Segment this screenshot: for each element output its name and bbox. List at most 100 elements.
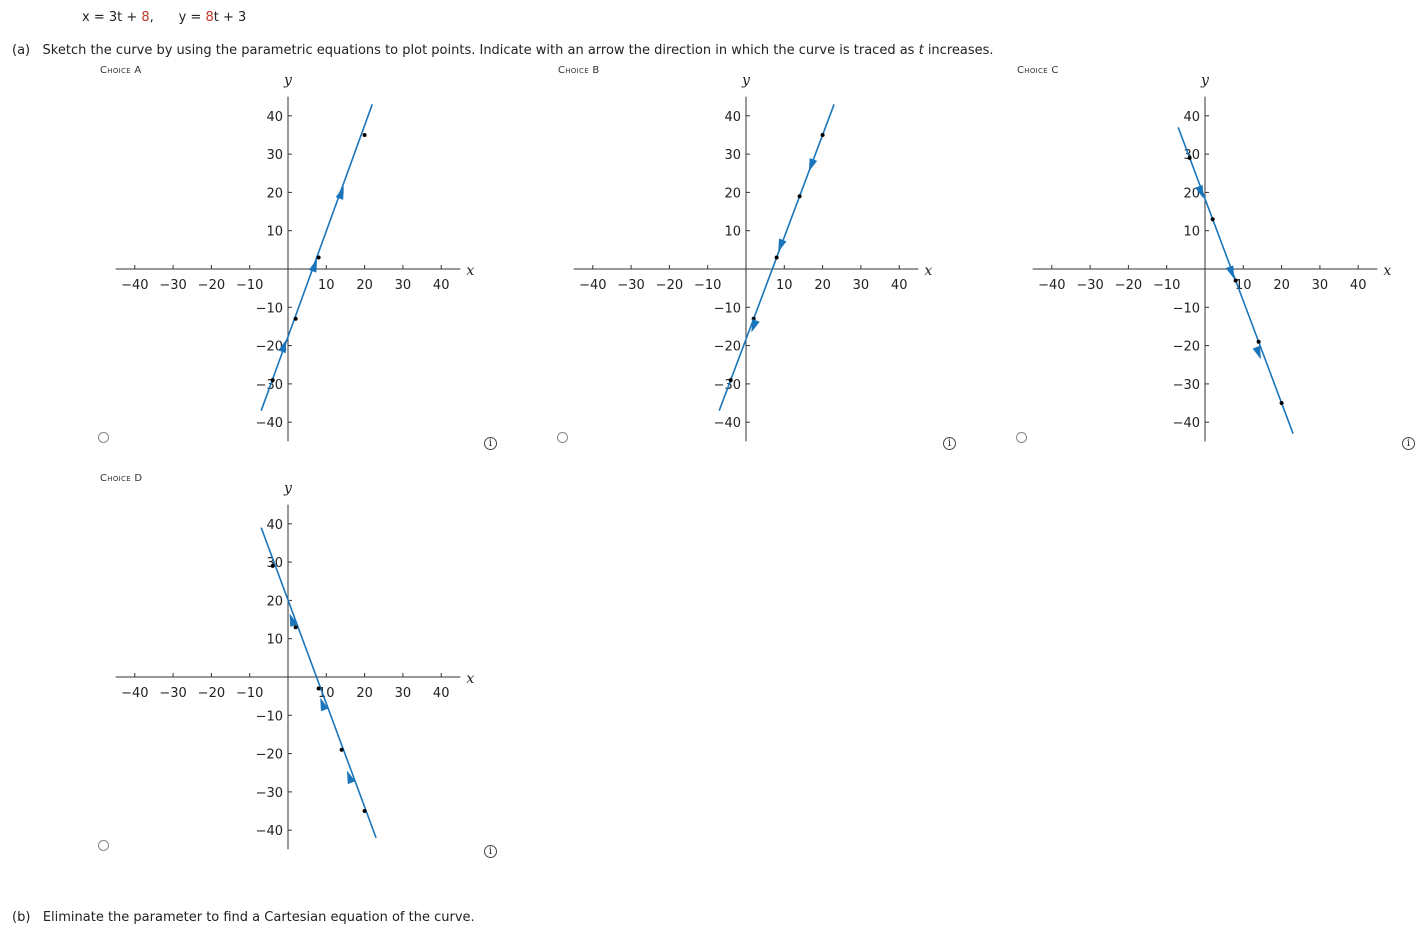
x-tick-label: −10 (694, 278, 721, 293)
direction-arrow (320, 697, 329, 712)
y-tick-label: −20 (714, 340, 741, 355)
data-point (797, 194, 802, 199)
part-a-instructions: (a) Sketch the curve by using the parame… (12, 43, 994, 58)
x-tick-label: 10 (318, 686, 335, 701)
y-tick-label: 40 (266, 110, 283, 125)
y-tick-label: 40 (724, 110, 741, 125)
choice-d-radio[interactable] (98, 840, 109, 851)
y-tick-label: 40 (266, 518, 283, 533)
choice-d-info-icon[interactable]: i (484, 845, 497, 858)
data-point (316, 686, 321, 691)
x-tick-label: −20 (1115, 278, 1142, 293)
x-tick-label: 20 (356, 686, 373, 701)
y-tick-label: −10 (714, 301, 741, 316)
data-point (270, 378, 275, 383)
data-point (362, 132, 367, 137)
y-tick-label: −30 (714, 378, 741, 393)
x-tick-label: 30 (853, 278, 870, 293)
x-tick-label: −20 (198, 686, 225, 701)
x-axis-label: x (466, 671, 474, 687)
direction-arrow (335, 186, 344, 200)
eq-separator: , (149, 10, 179, 25)
y-tick-label: −30 (1173, 378, 1200, 393)
y-tick-label: 20 (266, 594, 283, 609)
direction-arrow (751, 318, 760, 333)
choice-b-radio[interactable] (557, 432, 568, 443)
x-tick-label: −40 (1038, 278, 1065, 293)
direction-arrow (1225, 265, 1235, 279)
x-tick-label: −40 (121, 686, 148, 701)
direction-arrow (289, 613, 298, 628)
y-tick-label: −10 (256, 709, 283, 724)
y-axis-label: y (741, 73, 751, 89)
choice-c-info-icon[interactable]: i (1402, 437, 1415, 450)
choice-b-label: Choice B (558, 65, 600, 76)
eq-y-suffix: t + 3 (213, 10, 247, 25)
y-tick-label: −30 (256, 378, 283, 393)
x-tick-label: 20 (1273, 278, 1290, 293)
part-b-text: Eliminate the parameter to find a Cartes… (42, 910, 475, 925)
y-tick-label: −20 (256, 340, 283, 355)
x-tick-label: 40 (433, 278, 450, 293)
x-tick-label: 30 (395, 278, 412, 293)
data-point (1187, 155, 1192, 160)
x-tick-label: 40 (891, 278, 908, 293)
data-point (270, 563, 275, 568)
data-point (1210, 217, 1215, 222)
eq-x-const: 8 (141, 10, 150, 25)
x-axis-label: x (1383, 263, 1391, 279)
part-a-text-end: increases. (923, 43, 994, 58)
y-tick-label: −20 (1173, 340, 1200, 355)
data-point (1233, 278, 1238, 283)
y-tick-label: 30 (724, 148, 741, 163)
x-tick-label: 10 (318, 278, 335, 293)
data-point (820, 132, 825, 137)
x-tick-label: 30 (395, 686, 412, 701)
y-tick-label: −40 (256, 416, 283, 431)
curve-line (260, 527, 377, 839)
y-axis-label: y (283, 73, 293, 89)
data-point (1256, 339, 1261, 344)
x-tick-label: −10 (1153, 278, 1180, 293)
x-tick-label: 20 (356, 278, 373, 293)
direction-arrow (278, 339, 287, 354)
choice-c-radio[interactable] (1016, 432, 1027, 443)
part-a-label: (a) (12, 43, 31, 58)
part-b-label: (b) (12, 910, 31, 925)
x-tick-label: −40 (579, 278, 606, 293)
parametric-equations: x = 3t + 8, y = 8t + 3 (82, 10, 246, 25)
y-tick-label: −40 (1173, 416, 1200, 431)
data-point (316, 255, 321, 260)
x-tick-label: −10 (236, 278, 263, 293)
x-tick-label: −30 (159, 686, 186, 701)
x-tick-label: −10 (236, 686, 263, 701)
y-tick-label: 10 (266, 633, 283, 648)
x-tick-label: −40 (121, 278, 148, 293)
y-axis-label: y (283, 481, 293, 497)
data-point (728, 378, 733, 383)
x-axis-label: x (924, 263, 932, 279)
direction-arrow (347, 770, 356, 785)
direction-arrow (1252, 345, 1261, 360)
y-tick-label: −40 (256, 824, 283, 839)
data-point (1279, 401, 1284, 406)
direction-arrow (1195, 184, 1204, 199)
eq-y-prefix: y = (178, 10, 206, 25)
direction-arrow (808, 158, 818, 172)
y-tick-label: 30 (266, 148, 283, 163)
y-tick-label: −10 (1173, 301, 1200, 316)
x-tick-label: −30 (617, 278, 644, 293)
x-tick-label: 20 (814, 278, 831, 293)
choice-a-radio[interactable] (98, 432, 109, 443)
x-tick-label: −20 (656, 278, 683, 293)
choice-a-info-icon[interactable]: i (484, 437, 497, 450)
x-tick-label: 30 (1312, 278, 1329, 293)
choice-b-info-icon[interactable]: i (943, 437, 956, 450)
x-tick-label: 10 (776, 278, 793, 293)
y-tick-label: 20 (1183, 186, 1200, 201)
y-tick-label: −20 (256, 748, 283, 763)
